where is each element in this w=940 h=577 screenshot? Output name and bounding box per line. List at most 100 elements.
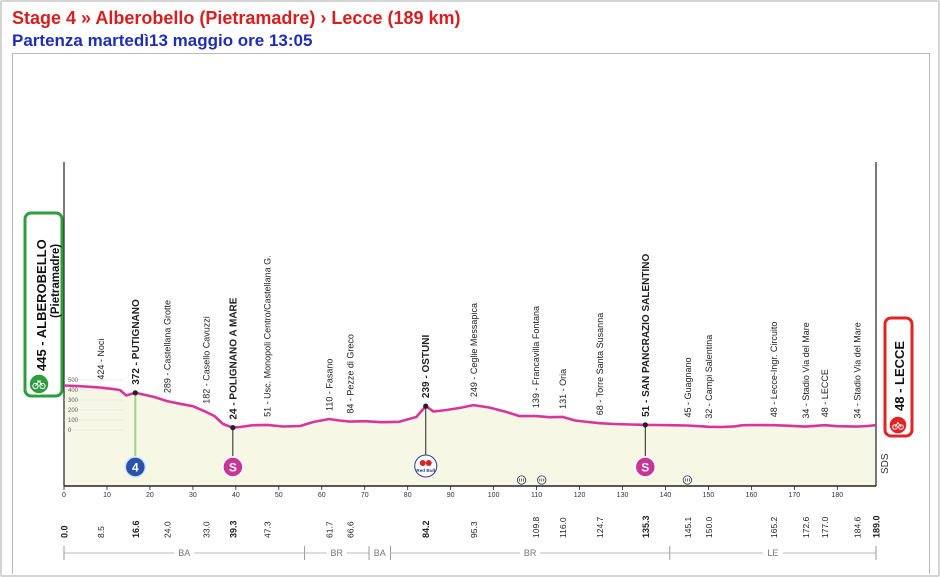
province-label-bg [369, 547, 390, 558]
start-badge-frame [23, 211, 64, 398]
waypoint-label-major: 51 - SAN PANCRAZIO SALENTINO [641, 254, 652, 417]
km-label: 39.3 [228, 520, 238, 538]
start-bike-wheel-icon [39, 382, 46, 390]
finish-label: 48 - LECCE [892, 341, 907, 411]
waypoint-label: 51 - Usc. Monopoli Centro/Castellana G. [263, 255, 273, 417]
waypoint-label-major: 372 - PUTIGNANO [131, 299, 142, 385]
x-tick-label: 50 [275, 492, 283, 499]
waypoint-label: 48 - Lecce-Ingr. Circuito [769, 322, 779, 418]
start-badge: 445 - ALBEROBELLO (Pietramadre) [23, 211, 64, 398]
km-label: 66.6 [346, 521, 356, 538]
km-label: 0.0 [60, 525, 70, 538]
x-tick-label: 80 [404, 492, 412, 499]
km-label: 145.1 [683, 516, 693, 538]
km-label: 61.7 [325, 521, 335, 538]
waypoint-label: 68 - Torre Santa Susanna [595, 313, 605, 415]
waypoint-label: 424 - Noci [96, 339, 106, 380]
stage-subtitle: Partenza martedì13 maggio ore 13:05 [12, 31, 313, 50]
finish-badge-frame [883, 316, 914, 438]
waypoint-label: 84 - Pezze di Greco [346, 334, 356, 414]
province-label: BR [524, 548, 537, 558]
start-sublabel: (Pietramadre) [50, 244, 62, 318]
km-label: 172.6 [801, 516, 811, 538]
km-label: 116.0 [558, 517, 568, 538]
x-tick-label: 10 [103, 492, 111, 499]
km-label: 124.7 [595, 516, 605, 538]
marker-dot [642, 422, 648, 428]
province-label-bg [520, 547, 541, 558]
finish-bike-wheel-icon [898, 424, 904, 430]
x-tick-label: 110 [531, 492, 542, 499]
province-label-bg [326, 547, 347, 558]
province-label-bg [762, 547, 783, 558]
y-tick-label: 100 [68, 418, 79, 424]
province-label: BR [331, 548, 344, 558]
province-label: BA [178, 548, 190, 558]
waypoint-label: 45 - Guagnano [683, 357, 693, 417]
waypoint-label: 34 - Stadio Via del Mare [853, 322, 863, 418]
start-bike-frame-icon [35, 380, 43, 387]
waypoint-label: 182 - Casello Cavuzzi [201, 316, 211, 404]
km-label: 189.0 [872, 515, 882, 538]
x-tick-label: 30 [189, 492, 197, 499]
km-label: 177.0 [820, 516, 830, 538]
x-tick-label: 40 [232, 492, 240, 499]
redbull-badge-label: Red Bull [416, 468, 435, 473]
y-tick-label: 400 [68, 388, 79, 394]
x-tick-label: 150 [703, 492, 715, 499]
waypoint-label: 139 - Francavilla Fontana [531, 306, 541, 408]
waypoint-label: 34 - Stadio Via del Mare [801, 322, 811, 418]
profile-fill [64, 385, 876, 486]
km-label: 184.6 [853, 516, 863, 538]
redbull-badge [414, 454, 438, 478]
finish-bike-icon [888, 415, 908, 435]
y-tick-label: 0 [68, 428, 72, 434]
waypoint-label: 249 - Ceglie Messapica [469, 303, 479, 397]
start-label: 445 - ALBEROBELLO [34, 239, 49, 371]
province-label-bg [174, 547, 195, 558]
sprint-badge-label: S [229, 461, 237, 475]
x-tick-label: 0 [62, 492, 66, 499]
redbull-bull-icon [419, 460, 426, 466]
kom-badge-label: 4 [132, 461, 139, 475]
km-label: 33.0 [201, 521, 211, 538]
x-tick-label: 90 [447, 492, 455, 499]
x-tick-label: 20 [146, 492, 154, 499]
waypoint-label: 131 - Oria [558, 369, 568, 409]
km-label: 95.3 [469, 521, 479, 538]
km-label: 84.2 [421, 520, 431, 538]
x-tick-label: 120 [574, 492, 586, 499]
sprint-badge [222, 456, 244, 478]
waypoint-label: 32 - Campi Salentina [704, 335, 714, 419]
km-label: 16.6 [131, 520, 141, 538]
sprint-badge-label: S [641, 461, 649, 475]
km-label: 47.3 [263, 521, 273, 538]
km-label: 150.0 [704, 516, 714, 538]
start-bike-icon [28, 373, 50, 395]
x-tick-label: 160 [746, 492, 758, 499]
km-label: 24.0 [163, 521, 173, 538]
y-tick-label: 500 [68, 378, 79, 384]
sprint-badge [634, 456, 657, 478]
waypoint-label: 110 - Fasano [325, 359, 335, 411]
x-tick-label: 180 [831, 492, 843, 499]
sds-label: SDS [880, 453, 891, 474]
marker-dot [132, 390, 138, 396]
marker-dot [230, 425, 236, 431]
km-label: 109.8 [531, 516, 541, 538]
x-tick-label: 100 [488, 492, 500, 499]
redbull-bull-icon [425, 460, 432, 466]
km-label: 135.3 [641, 515, 651, 538]
marker-dot [423, 403, 429, 409]
province-label: BA [374, 548, 386, 558]
finish-badge: 48 - LECCE [883, 316, 914, 438]
finish-bike-wheel-icon [892, 424, 898, 430]
km-label: 165.2 [769, 516, 779, 538]
y-tick-label: 300 [68, 398, 79, 404]
finish-bike-frame-icon [894, 421, 902, 428]
x-tick-label: 170 [789, 492, 801, 499]
kom-badge [124, 456, 147, 478]
y-tick-label: 200 [68, 408, 79, 414]
km-label: 8.5 [96, 526, 106, 538]
